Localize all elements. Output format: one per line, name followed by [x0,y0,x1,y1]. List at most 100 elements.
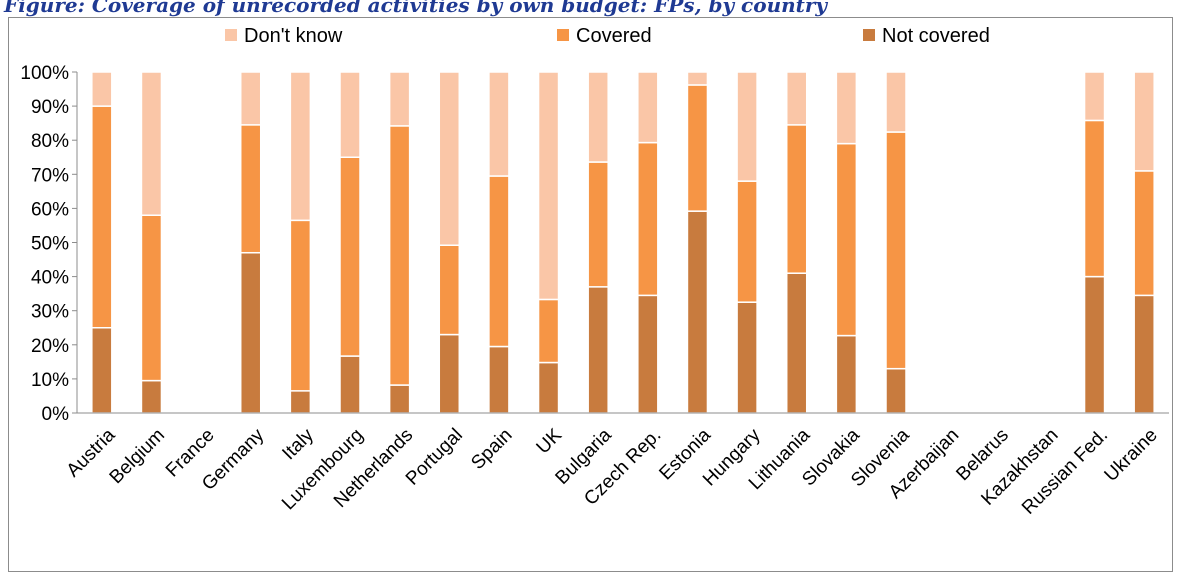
bar-group-czech-rep [637,71,659,414]
bar-don-t-know-austria [91,71,113,107]
bar-covered-lithuania [785,124,808,274]
figure-title: Figure: Coverage of unrecorded activitie… [4,0,828,17]
bar-don-t-know-estonia [686,71,709,86]
bar-don-t-know-belgium [140,71,163,216]
bar-don-t-know-netherlands [388,71,411,127]
x-tick-label: Spain [467,425,516,474]
legend-item-covered: Covered [557,25,652,47]
x-tick-label: Italy [278,424,318,464]
bar-don-t-know-italy [289,71,312,222]
y-tick-label: 40% [31,268,69,289]
bar-covered-hungary [736,180,758,303]
bar-not-covered-belgium [140,379,163,414]
bar-not-covered-luxembourg [339,355,361,414]
bar-not-covered-germany [239,251,262,414]
bar-covered-uk [537,298,560,364]
bar-covered-czech-rep [637,141,659,297]
bar-don-t-know-ukraine [1133,71,1155,172]
bar-covered-ukraine [1133,170,1155,297]
y-tick-label: 70% [31,165,69,186]
bar-don-t-know-portugal [438,71,461,246]
bar-group-italy [289,71,312,414]
bar-don-t-know-germany [239,71,262,126]
bar-group-luxembourg [339,71,361,414]
legend-label: Covered [576,25,652,47]
bar-covered-netherlands [388,125,411,386]
y-tick-label: 90% [31,97,69,118]
chart-area: Don't know Covered Not covered 0% 10% 20% 30%… [8,17,1173,572]
bar-don-t-know-czech-rep [637,71,659,144]
y-tick-label: 50% [31,234,69,255]
bar-not-covered-slovakia [835,334,858,414]
bar-not-covered-russian-fed [1083,275,1106,414]
bar-group-slovenia [885,71,907,414]
y-tick-label: 10% [31,370,69,391]
bar-group-slovakia [835,71,858,414]
bar-group-lithuania [785,71,808,414]
bar-not-covered-czech-rep [637,294,659,414]
bar-group-netherlands [388,71,411,414]
bar-don-t-know-bulgaria [587,71,609,163]
bar-group-uk [537,71,560,414]
legend-swatch [863,29,875,41]
bar-covered-germany [239,124,262,254]
y-axis: 0% 10% 20% 30% 40% 50% 60% 70% 80% 90% 100% [20,63,78,425]
bar-covered-italy [289,219,312,392]
bar-not-covered-ukraine [1133,294,1155,414]
bar-don-t-know-spain [488,71,510,177]
bar-not-covered-uk [537,361,560,414]
y-tick-label: 30% [31,302,69,323]
bar-group-austria [91,71,113,414]
bar-group-bulgaria [587,71,609,414]
bar-covered-austria [91,105,113,329]
bar-group-belgium [140,71,163,414]
bar-group-estonia [686,71,709,414]
bar-group-russian-fed [1083,71,1106,414]
bar-covered-spain [488,175,510,348]
bar-not-covered-netherlands [388,384,411,414]
stacked-bar-chart: Don't know Covered Not covered 0% 10% 20% 30%… [20,25,1169,519]
bar-don-t-know-slovenia [885,71,907,133]
bar-don-t-know-slovakia [835,71,858,145]
bar-don-t-know-hungary [736,71,758,182]
x-tick-label: Belgium [106,425,169,488]
y-tick-label: 60% [31,199,69,220]
bar-don-t-know-uk [537,71,560,301]
bar-group-hungary [736,71,758,414]
bar-group-portugal [438,71,461,414]
legend-label: Don't know [244,25,343,47]
x-tick-label: UK [533,425,567,459]
bar-group-germany [239,71,262,414]
bar-don-t-know-luxembourg [339,71,361,158]
legend-label: Not covered [882,25,990,47]
legend-item-don-t-know: Don't know [225,25,343,47]
bar-not-covered-hungary [736,301,758,414]
y-tick-label: 80% [31,131,69,152]
legend: Don't know Covered Not covered [225,25,990,47]
y-tick-label: 100% [20,63,69,84]
legend-swatch [225,29,237,41]
bar-covered-bulgaria [587,161,609,288]
bar-covered-russian-fed [1083,119,1106,278]
bar-not-covered-portugal [438,333,461,414]
x-tick-label: Ukraine [1101,425,1162,486]
bar-not-covered-slovenia [885,367,907,414]
bar-covered-estonia [686,84,709,212]
bar-covered-portugal [438,244,461,336]
y-tick-label: 0% [42,404,70,425]
bar-group-ukraine [1133,71,1155,414]
bar-not-covered-bulgaria [587,286,609,414]
bar-not-covered-austria [91,327,113,414]
bar-don-t-know-russian-fed [1083,71,1106,122]
legend-swatch [557,29,569,41]
legend-item-not-covered: Not covered [863,25,990,47]
bar-don-t-know-lithuania [785,71,808,126]
bar-not-covered-italy [289,390,312,414]
y-tick-label: 20% [31,336,69,357]
bar-covered-luxembourg [339,156,361,357]
bar-covered-belgium [140,214,163,382]
bar-covered-slovenia [885,131,907,370]
bar-not-covered-estonia [686,210,709,414]
bar-not-covered-spain [488,345,510,414]
